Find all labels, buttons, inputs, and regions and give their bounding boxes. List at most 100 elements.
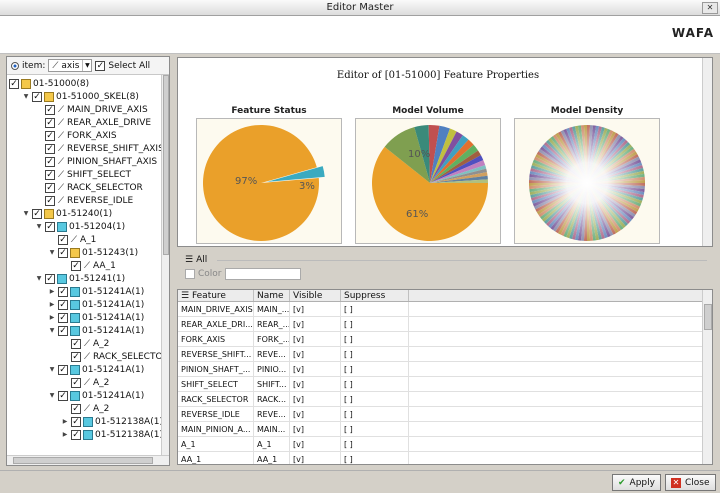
- visible-cell[interactable]: [v]: [290, 407, 341, 421]
- collapse-icon[interactable]: ▼: [23, 210, 29, 217]
- suppress-cell[interactable]: [ ]: [341, 317, 409, 331]
- tree-item[interactable]: ✓ ⁄ MAIN_DRIVE_AXIS: [35, 103, 148, 116]
- col-suppress-header[interactable]: Suppress: [341, 290, 409, 301]
- apply-button[interactable]: ✔ Apply: [612, 474, 661, 491]
- select-all-checkbox[interactable]: ✓: [95, 60, 106, 71]
- tree-item[interactable]: ✓ ⁄ PINION_SHAFT_AXIS: [35, 155, 157, 168]
- tree-item-checkbox[interactable]: ✓: [45, 104, 55, 115]
- tree-item-checkbox[interactable]: ✓: [58, 299, 68, 310]
- visible-cell[interactable]: [v]: [290, 377, 341, 391]
- expand-icon[interactable]: ▶: [49, 288, 55, 295]
- collapse-icon[interactable]: ▼: [49, 249, 55, 256]
- suppress-cell[interactable]: [ ]: [341, 377, 409, 391]
- tree-item-checkbox[interactable]: ✓: [9, 78, 19, 89]
- visible-cell[interactable]: [v]: [290, 437, 341, 451]
- expand-icon[interactable]: ▶: [49, 314, 55, 321]
- suppress-cell[interactable]: [ ]: [341, 452, 409, 464]
- visible-cell[interactable]: [v]: [290, 392, 341, 406]
- collapse-icon[interactable]: ▼: [49, 327, 55, 334]
- table-scrollbar[interactable]: [702, 290, 712, 464]
- tree-item-checkbox[interactable]: ✓: [45, 130, 55, 141]
- tree-item-checkbox[interactable]: ✓: [58, 390, 68, 401]
- table-scroll-thumb[interactable]: [704, 304, 712, 330]
- suppress-cell[interactable]: [ ]: [341, 437, 409, 451]
- tree-item-checkbox[interactable]: ✓: [45, 143, 55, 154]
- item-type-select[interactable]: ⁄ axis ▼: [48, 59, 93, 72]
- tree-item[interactable]: ▶ ✓ 01-512138A(1): [61, 428, 163, 441]
- window-close-button[interactable]: ✕: [702, 2, 718, 14]
- tree-item[interactable]: ✓ 01-51000(8): [9, 77, 89, 90]
- suppress-cell[interactable]: [ ]: [341, 407, 409, 421]
- tree-vertical-scrollbar[interactable]: [161, 75, 169, 455]
- tree-item[interactable]: ✓ ⁄ SHIFT_SELECT: [35, 168, 131, 181]
- tree-item[interactable]: ✓ ⁄ RACK_SELECTOR: [61, 350, 169, 363]
- tree-item[interactable]: ▼ ✓ 01-51241(1): [35, 272, 125, 285]
- tree-item-checkbox[interactable]: ✓: [58, 234, 68, 245]
- expand-icon[interactable]: ▶: [49, 301, 55, 308]
- tree-item[interactable]: ✓ ⁄ A_2: [61, 337, 109, 350]
- visible-cell[interactable]: [v]: [290, 317, 341, 331]
- tree-item-checkbox[interactable]: ✓: [32, 208, 42, 219]
- tree-item[interactable]: ✓ ⁄ FORK_AXIS: [35, 129, 117, 142]
- suppress-cell[interactable]: [ ]: [341, 347, 409, 361]
- tree-item[interactable]: ✓ ⁄ REVERSE_IDLE: [35, 194, 133, 207]
- tree-item[interactable]: ▶ ✓ 01-51241A(1): [48, 298, 144, 311]
- tree-item[interactable]: ✓ ⁄ A_2: [61, 376, 109, 389]
- tree-item-checkbox[interactable]: ✓: [71, 260, 81, 271]
- tree-item-checkbox[interactable]: ✓: [58, 286, 68, 297]
- visible-cell[interactable]: [v]: [290, 347, 341, 361]
- tree-item-checkbox[interactable]: ✓: [45, 221, 55, 232]
- tree-item[interactable]: ✓ ⁄ A_1: [48, 233, 96, 246]
- visible-cell[interactable]: [v]: [290, 362, 341, 376]
- tree-item-checkbox[interactable]: ✓: [45, 182, 55, 193]
- suppress-cell[interactable]: [ ]: [341, 422, 409, 436]
- tree-item-checkbox[interactable]: ✓: [71, 403, 81, 414]
- suppress-cell[interactable]: [ ]: [341, 362, 409, 376]
- tree-item-checkbox[interactable]: ✓: [58, 325, 68, 336]
- tree-item-checkbox[interactable]: ✓: [58, 312, 68, 323]
- table-row[interactable]: FORK_AXIS FORK_... [v][ ]: [178, 332, 712, 347]
- tree-scroll-thumb[interactable]: [163, 75, 169, 255]
- tree-item[interactable]: ✓ ⁄ A_2: [61, 402, 109, 415]
- tree-item[interactable]: ▶ ✓ 01-512138A(1): [61, 415, 163, 428]
- tree-item[interactable]: ▼ ✓ 01-51240(1): [22, 207, 112, 220]
- table-row[interactable]: REAR_AXLE_DRI... REAR_... [v][ ]: [178, 317, 712, 332]
- tree-item[interactable]: ▼ ✓ 01-51241A(1): [48, 389, 144, 402]
- table-row[interactable]: REVERSE_SHIFT... REVE... [v][ ]: [178, 347, 712, 362]
- tree-item-checkbox[interactable]: ✓: [45, 195, 55, 206]
- color-input[interactable]: [224, 268, 301, 280]
- tree-item-checkbox[interactable]: ✓: [32, 91, 42, 102]
- table-row[interactable]: RACK_SELECTOR RACK... [v][ ]: [178, 392, 712, 407]
- tree-item-checkbox[interactable]: ✓: [58, 247, 68, 258]
- color-checkbox[interactable]: [185, 269, 195, 279]
- tree-item[interactable]: ✓ ⁄ REAR_AXLE_DRIVE: [35, 116, 151, 129]
- expand-icon[interactable]: ▶: [62, 431, 68, 438]
- col-name-header[interactable]: Name: [254, 290, 290, 301]
- table-row[interactable]: AA_1 AA_1 [v][ ]: [178, 452, 712, 464]
- tree-item[interactable]: ▶ ✓ 01-51241A(1): [48, 311, 144, 324]
- table-row[interactable]: REVERSE_IDLE REVE... [v][ ]: [178, 407, 712, 422]
- table-row[interactable]: SHIFT_SELECT SHIFT... [v][ ]: [178, 377, 712, 392]
- collapse-icon[interactable]: ▼: [36, 223, 42, 230]
- suppress-cell[interactable]: [ ]: [341, 302, 409, 316]
- tree-item-checkbox[interactable]: ✓: [71, 429, 81, 440]
- tree-item-checkbox[interactable]: ✓: [58, 364, 68, 375]
- chart-panel-scrollbar[interactable]: [702, 58, 712, 246]
- tree-hscroll-thumb[interactable]: [13, 457, 153, 464]
- tree-item[interactable]: ✓ ⁄ AA_1: [61, 259, 116, 272]
- tree-item[interactable]: ▼ ✓ 01-51243(1): [48, 246, 138, 259]
- tree-item-checkbox[interactable]: ✓: [71, 377, 81, 388]
- tree-item-checkbox[interactable]: ✓: [45, 156, 55, 167]
- tree-item[interactable]: ▼ ✓ 01-51241A(1): [48, 363, 144, 376]
- tree-item[interactable]: ▼ ✓ 01-51241A(1): [48, 324, 144, 337]
- tree-item-checkbox[interactable]: ✓: [45, 169, 55, 180]
- tree-item[interactable]: ✓ ⁄ RACK_SELECTOR: [35, 181, 143, 194]
- collapse-icon[interactable]: ▼: [36, 275, 42, 282]
- collapse-icon[interactable]: ▼: [49, 392, 55, 399]
- tree-item-checkbox[interactable]: ✓: [71, 351, 81, 362]
- item-radio[interactable]: [11, 61, 19, 70]
- expand-icon[interactable]: ▶: [62, 418, 68, 425]
- close-button[interactable]: ✕ Close: [665, 474, 716, 491]
- tree-item[interactable]: ▶ ✓ 01-51241A(1): [48, 285, 144, 298]
- table-row[interactable]: PINION_SHAFT_... PINIO... [v][ ]: [178, 362, 712, 377]
